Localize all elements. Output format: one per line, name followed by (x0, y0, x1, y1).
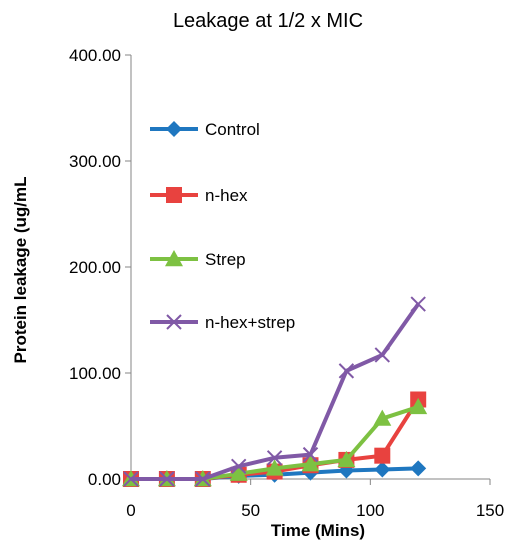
x-tick-label: 50 (241, 501, 260, 520)
data-point (266, 450, 283, 466)
data-point (409, 397, 428, 415)
y-tick-label: 400.00 (69, 46, 121, 65)
legend-entry: n-hex+strep (150, 313, 295, 332)
data-point (302, 446, 319, 463)
legend: Control n-hex Strep n-hex+strep (150, 120, 295, 332)
data-point (123, 471, 139, 487)
y-tick-label: 0.00 (88, 470, 121, 489)
legend-label: n-hex (205, 186, 248, 205)
data-point (374, 447, 391, 464)
x-tick-label: 100 (356, 501, 384, 520)
data-point (338, 363, 355, 379)
series-n-hex-strep (123, 296, 426, 487)
data-point (374, 347, 391, 363)
chart-title: Leakage at 1/2 x MIC (173, 10, 363, 32)
legend-label: Control (205, 120, 260, 139)
series-layer (122, 296, 428, 487)
x-tick-label: 0 (126, 501, 135, 520)
axes: 0.00 100.00 200.00 300.00 400.00 0 50 100 150 (69, 46, 504, 520)
data-point (374, 461, 391, 478)
data-point (301, 455, 320, 472)
legend-marker (165, 250, 183, 267)
x-axis-label: Time (Mins) (271, 521, 365, 540)
data-point (337, 450, 356, 468)
legend-marker (166, 121, 182, 137)
legend-entry: n-hex (150, 186, 248, 205)
data-point (159, 471, 175, 487)
legend-marker (166, 187, 182, 203)
y-tick-label: 100.00 (69, 364, 121, 383)
data-point (410, 296, 426, 312)
y-axis-label: Protein leakage (ug/mL (11, 176, 30, 363)
data-point (410, 460, 427, 477)
data-point (265, 459, 284, 476)
legend-entry: Control (150, 120, 260, 139)
legend-marker (166, 314, 182, 330)
legend-label: n-hex+strep (205, 313, 295, 332)
legend-label: Strep (205, 250, 246, 269)
y-tick-label: 200.00 (69, 258, 121, 277)
data-point (229, 464, 248, 481)
x-tick-label: 150 (476, 501, 504, 520)
data-point (195, 471, 211, 487)
data-point (230, 458, 247, 474)
y-tick-label: 300.00 (69, 152, 121, 171)
data-point (373, 409, 392, 426)
legend-entry: Strep (150, 250, 246, 269)
